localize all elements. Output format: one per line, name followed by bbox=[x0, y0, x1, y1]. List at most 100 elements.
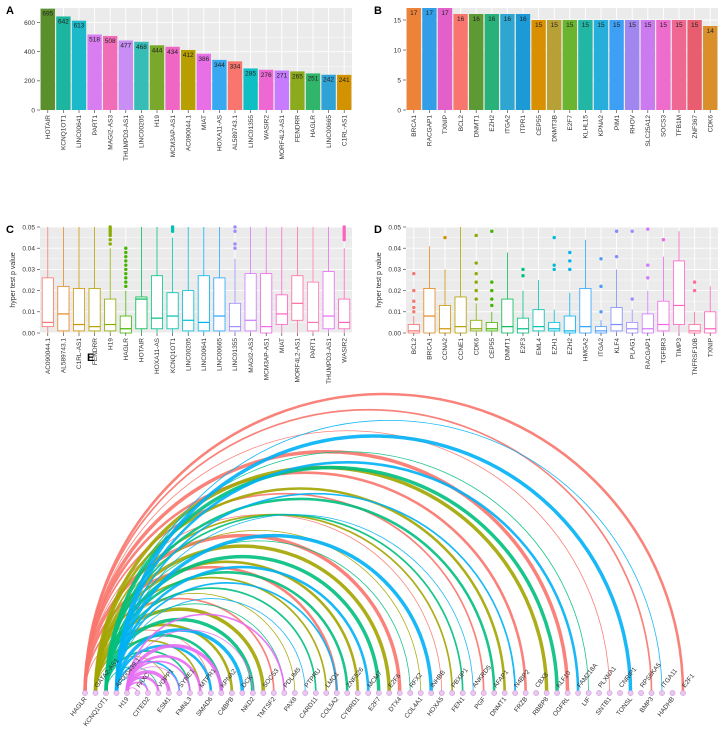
outlier-point bbox=[412, 271, 416, 276]
x-tick-label: CEP55 bbox=[489, 338, 496, 359]
bar bbox=[609, 20, 624, 110]
outlier-point bbox=[474, 233, 478, 238]
x-tick-label: CDK6 bbox=[707, 115, 714, 133]
node bbox=[501, 690, 508, 696]
bar bbox=[703, 26, 718, 110]
bar bbox=[321, 74, 336, 110]
data-label: 251 bbox=[308, 75, 319, 82]
node bbox=[375, 690, 382, 696]
x-tick-label: AL589743.1 bbox=[232, 115, 239, 150]
edge-arc bbox=[115, 492, 516, 694]
x-tick-label: PIM1 bbox=[614, 115, 621, 131]
outlier-point bbox=[490, 288, 494, 293]
outlier-point bbox=[490, 280, 494, 284]
x-tick-label: AL589743.1 bbox=[61, 338, 68, 373]
bar bbox=[305, 73, 321, 110]
box bbox=[104, 298, 117, 332]
box bbox=[213, 277, 226, 332]
box bbox=[423, 288, 436, 334]
box bbox=[166, 292, 179, 330]
x-tick-label: BCL2 bbox=[411, 338, 418, 355]
data-label: 334 bbox=[230, 63, 241, 70]
outlier-point bbox=[614, 254, 619, 259]
bar bbox=[625, 20, 640, 110]
bar bbox=[134, 41, 149, 111]
edge-arc bbox=[84, 597, 275, 694]
bar bbox=[40, 8, 55, 111]
box bbox=[516, 317, 530, 334]
node-label: DNMT1 bbox=[489, 696, 509, 718]
x-tick-label: EZH1 bbox=[551, 338, 558, 355]
data-label: 15 bbox=[613, 22, 621, 29]
x-tick-label: DNMT1 bbox=[505, 338, 512, 361]
outlier-point bbox=[552, 263, 556, 267]
box bbox=[407, 324, 420, 334]
x-tick-label: ITPR1 bbox=[520, 115, 527, 134]
outlier-point bbox=[124, 284, 128, 289]
x-tick-label: LINC00641 bbox=[76, 115, 83, 148]
outlier-point bbox=[124, 250, 128, 255]
y-tick-label: 0.01 bbox=[22, 309, 35, 316]
edge-arc bbox=[83, 566, 339, 694]
x-tick-label: H19 bbox=[107, 338, 114, 350]
plot-background bbox=[406, 8, 718, 110]
node bbox=[606, 690, 613, 696]
outlier-point bbox=[474, 261, 478, 265]
data-label: 241 bbox=[339, 77, 350, 84]
x-tick-label: MORF4L2-AS1 bbox=[279, 115, 286, 160]
bar bbox=[547, 20, 562, 110]
node-label: MCM7 bbox=[366, 670, 384, 690]
node bbox=[260, 690, 267, 696]
node bbox=[113, 690, 120, 696]
outlier-point bbox=[552, 267, 556, 272]
bar bbox=[640, 20, 655, 110]
x-tick-label: MIAT bbox=[279, 338, 286, 353]
x-tick-label: WASIR2 bbox=[341, 338, 348, 363]
node bbox=[92, 690, 99, 696]
outlier-point bbox=[233, 225, 237, 229]
x-tick-label: C1RL-AS1 bbox=[341, 115, 348, 146]
x-tick-label: SLC25A12 bbox=[645, 115, 652, 147]
x-tick-label: RACGAP1 bbox=[427, 115, 434, 146]
x-tick-label: PART1 bbox=[92, 115, 99, 136]
bar bbox=[656, 20, 671, 110]
outlier-point bbox=[692, 280, 697, 284]
data-label: 15 bbox=[551, 22, 559, 29]
box bbox=[260, 273, 273, 334]
box bbox=[41, 277, 54, 328]
x-tick-label: THUMPD3-AS1 bbox=[326, 338, 333, 384]
x-tick-label: THUMPD3-AS1 bbox=[123, 115, 130, 161]
node bbox=[512, 690, 518, 696]
y-tick-label: 0.03 bbox=[22, 267, 35, 274]
node bbox=[617, 690, 623, 696]
bar bbox=[515, 14, 531, 110]
box bbox=[501, 298, 514, 334]
outlier-point bbox=[552, 235, 556, 240]
x-tick-label: HOXA11-AS bbox=[217, 114, 224, 151]
node-label: DTX4 bbox=[388, 696, 404, 714]
edge-arc bbox=[94, 577, 328, 694]
box bbox=[626, 321, 639, 334]
outlier-point bbox=[108, 225, 112, 229]
bar bbox=[56, 16, 71, 110]
outlier-point bbox=[490, 303, 494, 308]
x-tick-label: LINC00205 bbox=[185, 338, 192, 371]
outlier-point bbox=[124, 280, 128, 284]
data-label: 285 bbox=[245, 70, 256, 77]
node-label: C4BPB bbox=[217, 696, 236, 717]
node bbox=[197, 690, 204, 696]
bar bbox=[484, 14, 499, 110]
node bbox=[480, 690, 487, 696]
bar bbox=[274, 70, 289, 110]
node-label: RBBP8 bbox=[532, 696, 551, 717]
edge-arc bbox=[105, 603, 285, 694]
edge-arc bbox=[93, 607, 266, 694]
bar bbox=[337, 74, 352, 110]
edge-arc bbox=[83, 471, 527, 694]
edge-arc bbox=[125, 644, 224, 694]
outlier-point bbox=[124, 276, 128, 280]
edge-arc bbox=[105, 587, 317, 694]
x-tick-label: HOTAIR bbox=[45, 115, 52, 139]
data-label: 412 bbox=[183, 52, 194, 59]
data-label: 242 bbox=[323, 77, 334, 84]
